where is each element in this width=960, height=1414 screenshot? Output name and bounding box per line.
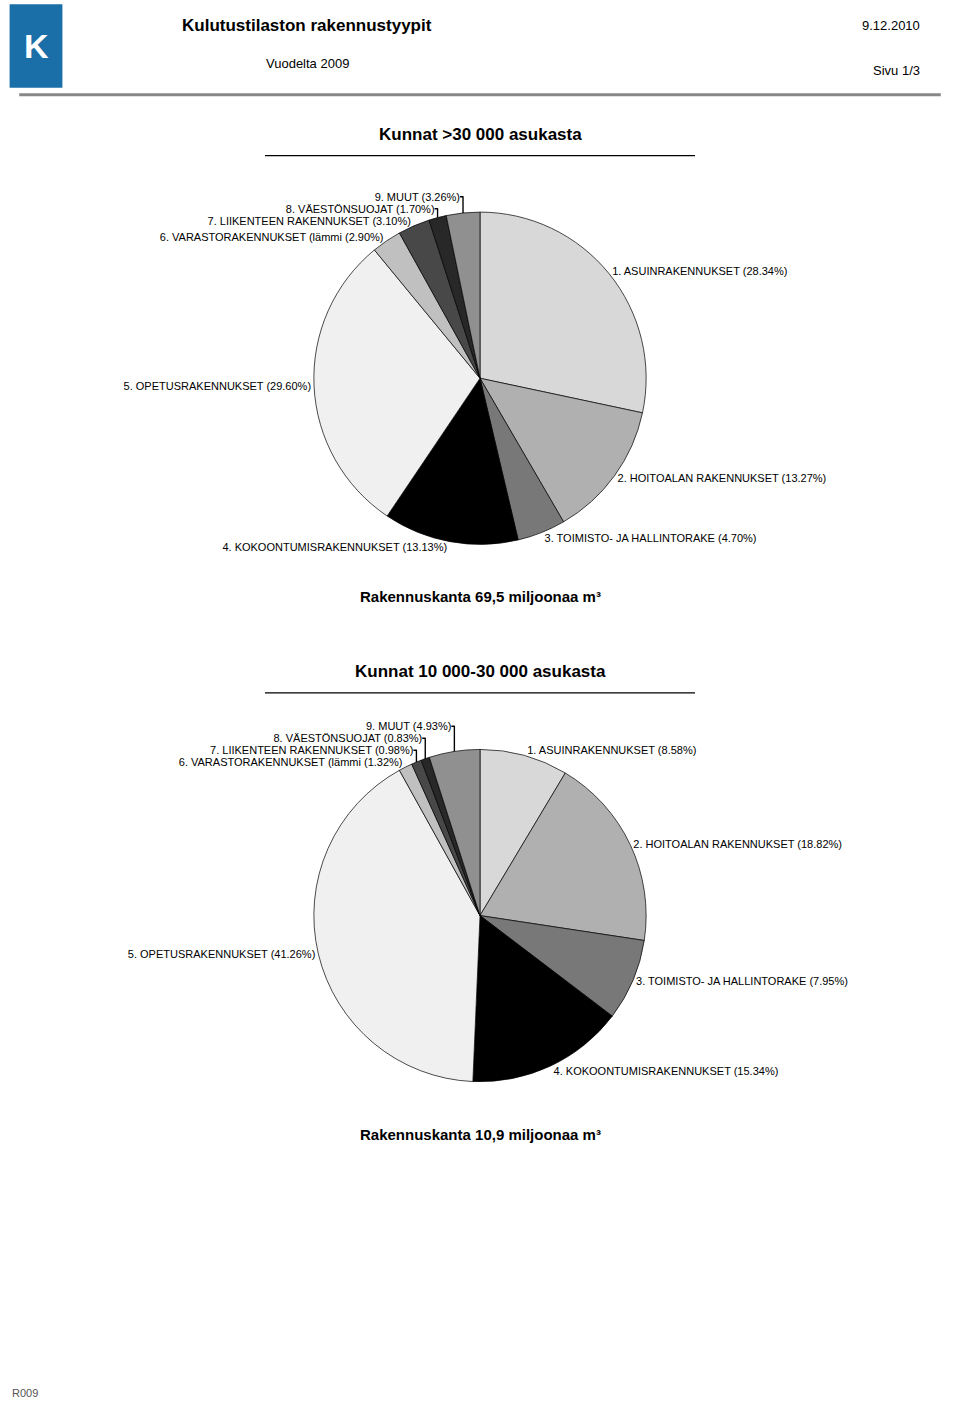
svg-text:3. TOIMISTO- JA HALLINTORAKE (: 3. TOIMISTO- JA HALLINTORAKE (7.95%) — [636, 975, 848, 987]
svg-text:9.12.2010: 9.12.2010 — [862, 18, 920, 33]
svg-text:Vuodelta 2009: Vuodelta 2009 — [266, 56, 349, 71]
svg-text:7. LIIKENTEEN RAKENNUKSET (3.1: 7. LIIKENTEEN RAKENNUKSET (3.10%) — [208, 215, 411, 227]
svg-text:5. OPETUSRAKENNUKSET (41.26%): 5. OPETUSRAKENNUKSET (41.26%) — [128, 948, 315, 960]
svg-text:4. KOKOONTUMISRAKENNUKSET (13.: 4. KOKOONTUMISRAKENNUKSET (13.13%) — [222, 541, 447, 553]
svg-text:5. OPETUSRAKENNUKSET (29.60%): 5. OPETUSRAKENNUKSET (29.60%) — [124, 380, 311, 392]
svg-text:Sivu 1/3: Sivu 1/3 — [873, 63, 920, 78]
svg-text:Kulutustilaston rakennustyypit: Kulutustilaston rakennustyypit — [182, 16, 432, 35]
svg-text:9. MUUT (3.26%): 9. MUUT (3.26%) — [375, 191, 460, 203]
svg-text:Rakennuskanta 69,5 miljoonaa m: Rakennuskanta 69,5 miljoonaa m³ — [360, 588, 601, 605]
svg-text:1. ASUINRAKENNUKSET (28.34%): 1. ASUINRAKENNUKSET (28.34%) — [612, 265, 787, 277]
svg-text:3. TOIMISTO- JA HALLINTORAKE (: 3. TOIMISTO- JA HALLINTORAKE (4.70%) — [545, 532, 757, 544]
svg-text:6. VARASTORAKENNUKSET (lämmi (: 6. VARASTORAKENNUKSET (lämmi (1.32%) — [179, 756, 403, 768]
svg-text:8. VÄESTÖNSUOJAT (1.70%): 8. VÄESTÖNSUOJAT (1.70%) — [286, 203, 435, 215]
svg-text:Rakennuskanta 10,9 miljoonaa m: Rakennuskanta 10,9 miljoonaa m³ — [360, 1126, 601, 1143]
svg-text:K: K — [24, 27, 49, 65]
svg-text:2. HOITOALAN RAKENNUKSET (18.8: 2. HOITOALAN RAKENNUKSET (18.82%) — [633, 838, 842, 850]
svg-text:2. HOITOALAN RAKENNUKSET (13.2: 2. HOITOALAN RAKENNUKSET (13.27%) — [618, 472, 827, 484]
svg-text:7. LIIKENTEEN RAKENNUKSET (0.9: 7. LIIKENTEEN RAKENNUKSET (0.98%) — [210, 744, 413, 756]
svg-text:8. VÄESTÖNSUOJAT (0.83%): 8. VÄESTÖNSUOJAT (0.83%) — [274, 732, 423, 744]
svg-text:Kunnat >30 000 asukasta: Kunnat >30 000 asukasta — [379, 125, 582, 144]
svg-text:R009: R009 — [12, 1387, 38, 1399]
svg-text:1. ASUINRAKENNUKSET (8.58%): 1. ASUINRAKENNUKSET (8.58%) — [527, 744, 696, 756]
svg-text:6. VARASTORAKENNUKSET (lämmi (: 6. VARASTORAKENNUKSET (lämmi (2.90%) — [160, 231, 384, 243]
svg-text:4. KOKOONTUMISRAKENNUKSET (15.: 4. KOKOONTUMISRAKENNUKSET (15.34%) — [554, 1065, 779, 1077]
svg-text:9. MUUT (4.93%): 9. MUUT (4.93%) — [366, 720, 451, 732]
svg-text:Kunnat 10 000-30 000 asukasta: Kunnat 10 000-30 000 asukasta — [355, 662, 606, 681]
